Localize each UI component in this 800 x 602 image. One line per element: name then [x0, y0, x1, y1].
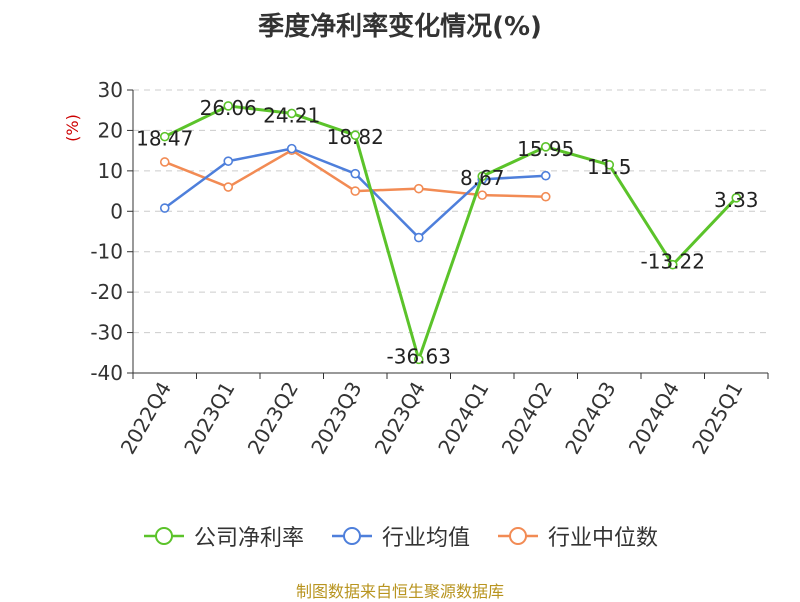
data-point: [413, 232, 424, 243]
y-tick-label: 10: [98, 159, 123, 183]
data-label: 18.47: [136, 127, 193, 151]
data-point: [159, 157, 170, 167]
series-group: [159, 101, 742, 365]
x-tick-label: 2023Q3: [306, 378, 366, 459]
x-tick-label: 2025Q1: [687, 378, 747, 459]
data-label: 24.21: [263, 103, 320, 127]
data-labels: 18.47 26.06 24.21 18.82 -36.63 8.67 15.95 11.5 -…: [136, 96, 758, 368]
chart-title: 季度净利率变化情况(%): [258, 12, 542, 42]
data-point: [477, 171, 488, 182]
data-point: [413, 183, 424, 194]
data-point: [604, 159, 615, 170]
legend-label: 公司净利率: [193, 526, 304, 551]
x-tick-label: 2024Q3: [560, 378, 620, 459]
data-label: 18.82: [327, 125, 384, 149]
legend-item: 行业均值: [330, 520, 470, 552]
legend-marker: [154, 527, 173, 545]
legend-item: 公司净利率: [142, 520, 304, 552]
x-tick-label: 2023Q1: [179, 378, 239, 459]
data-point: [159, 131, 170, 142]
y-tick-label: -20: [90, 280, 123, 304]
data-point: [223, 101, 234, 111]
legend-marker: [509, 527, 527, 545]
data-point: [477, 190, 488, 200]
legend: 公司净利率 行业均值 行业中位数: [0, 520, 800, 552]
data-point: [159, 203, 170, 213]
data-point: [350, 168, 361, 179]
source-note: 制图数据来自恒生聚源数据库: [295, 582, 504, 601]
data-point: [540, 170, 551, 181]
y-tick-label: -10: [90, 240, 123, 264]
legend-line-marker-icon: [498, 527, 538, 545]
data-label: 15.95: [517, 137, 574, 161]
data-point: [540, 191, 551, 202]
y-tick-label: -40: [90, 361, 123, 385]
data-point: [350, 130, 361, 140]
x-tick-label: 2024Q4: [624, 378, 684, 459]
legend-marker: [342, 527, 361, 545]
y-tick-label: 0: [110, 199, 123, 223]
data-point: [286, 108, 297, 119]
legend-item: 行业中位数: [496, 520, 658, 552]
y-tick-label: 20: [98, 118, 123, 142]
data-point: [223, 156, 234, 166]
data-label: 8.67: [460, 166, 505, 190]
data-label: 26.06: [200, 96, 257, 120]
data-point: [731, 193, 742, 203]
y-tick-label: -30: [90, 321, 123, 345]
grid-lines: [133, 89, 768, 334]
x-tick-label: 2023Q4: [370, 378, 430, 459]
series-line: [164, 104, 738, 361]
data-point: [350, 186, 361, 196]
data-label: 3.33: [714, 188, 759, 212]
y-tick-label: 30: [98, 78, 123, 102]
y-axis-unit: (%): [63, 114, 82, 142]
data-point: [413, 354, 424, 365]
legend-label: 行业均值: [381, 526, 470, 551]
data-point: [286, 143, 297, 154]
data-label: 11.5: [587, 155, 632, 179]
legend-label: 行业中位数: [548, 526, 659, 551]
legend-line-marker-icon: [143, 527, 184, 545]
x-tick-label: 2022Q4: [116, 378, 176, 459]
data-point: [667, 259, 678, 270]
data-label: -13.22: [641, 250, 705, 274]
data-point: [223, 182, 234, 192]
legend-line-marker-icon: [331, 527, 372, 545]
x-tick-label: 2023Q2: [243, 378, 303, 459]
data-label: -36.63: [387, 344, 451, 368]
x-tick-label: 2024Q1: [433, 378, 493, 459]
x-tick-label: 2024Q2: [497, 378, 557, 459]
data-point: [540, 142, 551, 152]
